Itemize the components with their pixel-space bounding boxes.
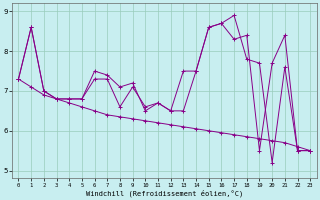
X-axis label: Windchill (Refroidissement éolien,°C): Windchill (Refroidissement éolien,°C) <box>86 189 243 197</box>
